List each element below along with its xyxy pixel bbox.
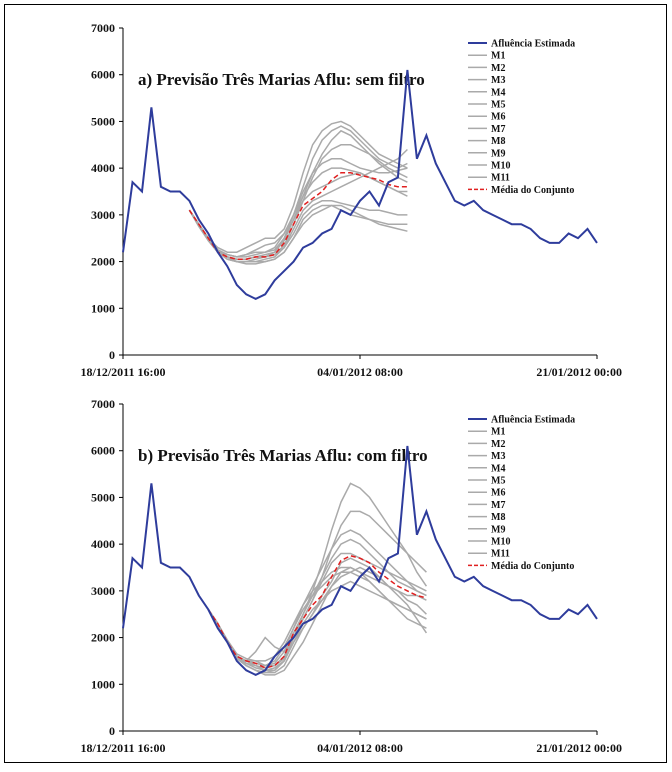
legend-label: M8: [491, 512, 505, 523]
series-line: [207, 555, 427, 669]
legend-label: M7: [491, 500, 505, 511]
legend-label: M2: [491, 63, 505, 74]
legend-label: M10: [491, 161, 510, 172]
legend-label: M2: [491, 439, 505, 450]
series-line: [207, 552, 427, 667]
legend-label: M9: [491, 524, 505, 535]
legend-label: M7: [491, 124, 505, 135]
legend-label: M8: [491, 136, 505, 147]
y-tick-label: 7000: [91, 21, 115, 35]
series-line: [207, 580, 427, 674]
legend-label: M4: [491, 87, 505, 98]
y-tick-label: 2000: [91, 255, 115, 269]
y-tick-label: 6000: [91, 68, 115, 82]
y-tick-label: 1000: [91, 677, 115, 691]
series-line: [207, 529, 427, 667]
y-tick-label: 0: [109, 348, 115, 362]
x-tick-label: 04/01/2012 08:00: [317, 365, 403, 379]
y-tick-label: 0: [109, 724, 115, 738]
y-tick-label: 4000: [91, 537, 115, 551]
frame: [4, 4, 667, 763]
y-tick-label: 3000: [91, 208, 115, 222]
y-tick-label: 2000: [91, 631, 115, 645]
x-tick-label: 21/01/2012 00:00: [536, 741, 622, 755]
x-tick-label: 21/01/2012 00:00: [536, 365, 622, 379]
y-tick-label: 3000: [91, 584, 115, 598]
series-line: [122, 445, 598, 677]
legend-label: M11: [491, 549, 510, 560]
legend-label: M3: [491, 75, 505, 86]
series-line: [188, 172, 408, 260]
series-line: [188, 200, 408, 263]
y-tick-label: 5000: [91, 114, 115, 128]
legend-label: M9: [491, 148, 505, 159]
y-tick-label: 1000: [91, 301, 115, 315]
legend-label: M5: [491, 100, 505, 111]
y-tick-label: 7000: [91, 397, 115, 411]
legend-label: M10: [491, 537, 510, 548]
x-tick-label: 18/12/2011 16:00: [80, 365, 165, 379]
legend-label: M5: [491, 476, 505, 487]
series-line: [188, 125, 408, 260]
legend-label: M11: [491, 173, 510, 184]
series-line: [188, 120, 408, 253]
legend-label: M4: [491, 463, 505, 474]
legend-label: Afluência Estimada: [491, 415, 575, 426]
series-line: [188, 158, 408, 258]
x-tick-label: 04/01/2012 08:00: [317, 741, 403, 755]
legend-label: M6: [491, 112, 505, 123]
chart-title: a) Previsão Três Marias Aflu: sem filtro: [138, 70, 425, 89]
legend-label: M1: [491, 51, 505, 62]
legend-label: M6: [491, 488, 505, 499]
y-tick-label: 5000: [91, 490, 115, 504]
y-tick-label: 4000: [91, 161, 115, 175]
y-tick-label: 6000: [91, 444, 115, 458]
chart-title: b) Previsão Três Marias Aflu: com filtro: [138, 446, 428, 465]
legend-label: Média do Conjunto: [491, 185, 574, 196]
legend-label: M3: [491, 451, 505, 462]
legend-label: M1: [491, 427, 505, 438]
series-line: [207, 566, 427, 672]
x-tick-label: 18/12/2011 16:00: [80, 741, 165, 755]
legend-label: Afluência Estimada: [491, 39, 575, 50]
series-line: [122, 69, 598, 301]
legend-label: Média do Conjunto: [491, 561, 574, 572]
